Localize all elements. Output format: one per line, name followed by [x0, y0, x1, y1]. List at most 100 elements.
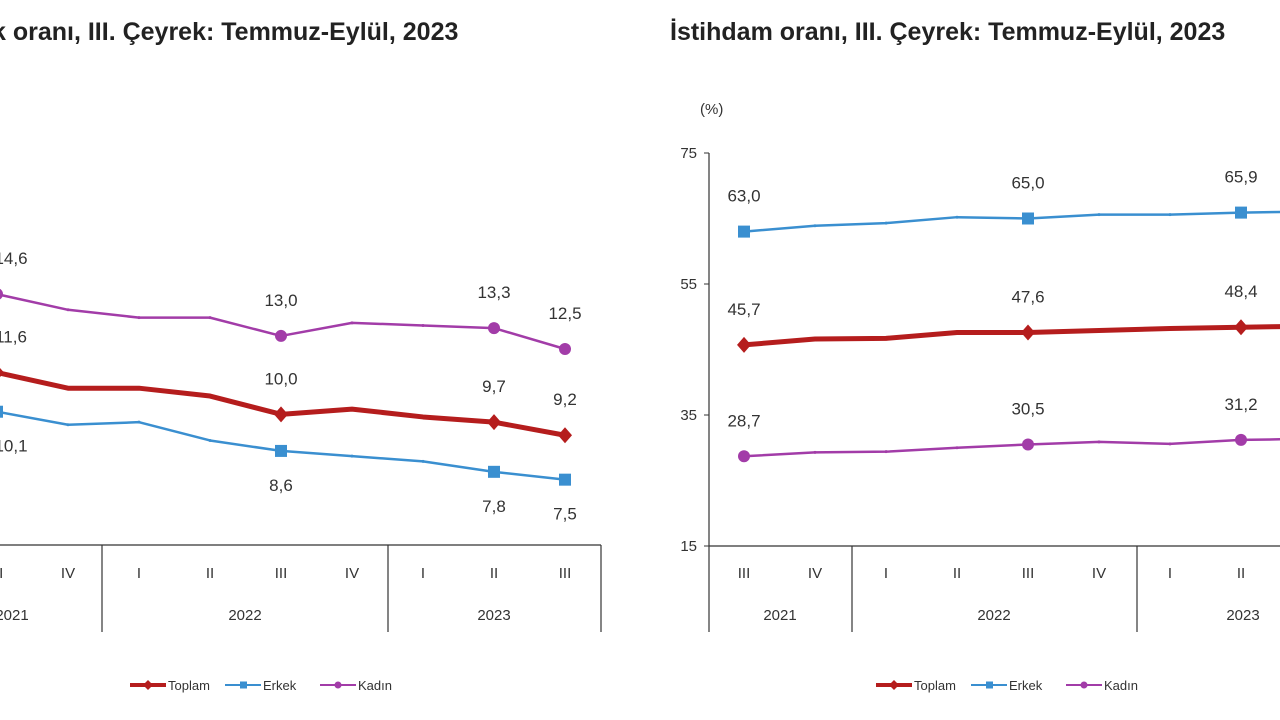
right-legend-marker [889, 680, 899, 690]
right-data-label: 28,7 [727, 411, 760, 430]
right-point [955, 215, 959, 219]
left-data-label: 11,6 [0, 328, 27, 347]
right-point [884, 336, 888, 340]
left-point-circle [275, 329, 287, 342]
left-x-tick-label: III [275, 565, 288, 582]
left-year-label: 2023 [477, 607, 510, 624]
right-point [1168, 213, 1172, 217]
left-x-tick-label: IV [345, 565, 359, 582]
left-data-label: 9,2 [553, 390, 577, 409]
right-data-label: 65,9 [1224, 168, 1257, 187]
left-x-tick-label: I [137, 565, 141, 582]
left-data-label: 10,1 [0, 437, 28, 456]
right-y-tick-label: 75 [680, 145, 697, 162]
right-y-tick-label: 15 [680, 538, 697, 555]
right-data-label: 31,2 [1224, 395, 1257, 414]
left-point [350, 407, 354, 411]
right-data-label: 45,7 [727, 300, 760, 319]
left-point [66, 308, 70, 312]
right-point-circle [1235, 433, 1247, 446]
left-point-diamond [0, 367, 4, 378]
right-data-label: 48,4 [1224, 282, 1257, 301]
left-data-label: 13,0 [264, 291, 297, 310]
right-point-diamond [737, 336, 751, 353]
right-point [1097, 213, 1101, 217]
left-point-diamond [558, 427, 572, 444]
left-legend-label: Kadın [358, 678, 392, 693]
left-legend-marker [143, 680, 153, 690]
left-point-square [559, 473, 571, 486]
right-point [884, 450, 888, 454]
right-point-diamond [1234, 319, 1248, 336]
left-point-square [488, 465, 500, 478]
right-x-tick-label: II [1237, 565, 1245, 582]
right-point [813, 450, 817, 454]
right-point-square [1235, 206, 1247, 219]
right-y-axis-label: (%) [700, 101, 723, 118]
right-year-label: 2023 [1226, 607, 1259, 624]
right-legend-label: Erkek [1009, 678, 1043, 693]
left-point [208, 394, 212, 398]
right-x-tick-label: I [884, 565, 888, 582]
left-legend-label: Erkek [263, 678, 297, 693]
left-point-square [0, 405, 3, 418]
left-point-circle [0, 288, 3, 300]
right-point-circle [1022, 438, 1034, 451]
right-point [955, 330, 959, 334]
right-x-tick-label: IV [1092, 565, 1106, 582]
left-legend-label: Toplam [168, 678, 210, 693]
right-year-label: 2022 [977, 607, 1010, 624]
left-data-label: 14,6 [0, 249, 28, 268]
left-point-circle [559, 343, 571, 355]
left-point-diamond [274, 406, 288, 423]
right-chart-title: İstihdam oranı, III. Çeyrek: Temmuz-Eylü… [670, 18, 1225, 46]
left-data-label: 8,6 [269, 476, 293, 495]
right-point-square [738, 225, 750, 238]
right-legend-label: Toplam [914, 678, 956, 693]
right-point [1168, 442, 1172, 446]
left-year-label: 2021 [0, 607, 29, 624]
right-x-tick-label: III [1022, 565, 1035, 582]
left-point [137, 420, 141, 424]
left-legend-marker [240, 681, 247, 689]
right-point [1097, 329, 1101, 333]
left-point [208, 438, 212, 442]
left-point-diamond [487, 414, 501, 431]
left-point [421, 459, 425, 463]
left-point [350, 321, 354, 325]
right-point [884, 221, 888, 225]
right-point [813, 224, 817, 228]
right-line-erkek [743, 210, 1280, 233]
right-legend-marker [1080, 681, 1088, 689]
right-legend-marker [986, 681, 993, 689]
left-data-label: 7,8 [482, 497, 506, 516]
right-data-label: 30,5 [1011, 399, 1044, 418]
left-year-label: 2022 [228, 607, 261, 624]
left-point [421, 323, 425, 327]
right-line-kadın [743, 438, 1280, 458]
right-legend-label: Kadın [1104, 678, 1138, 693]
left-x-tick-label: III [559, 565, 572, 582]
right-data-label: 47,6 [1011, 287, 1044, 306]
left-point [66, 386, 70, 390]
left-x-tick-label: I [421, 565, 425, 582]
left-legend-marker [334, 681, 342, 689]
left-data-label: 13,3 [477, 283, 510, 302]
left-point [66, 423, 70, 427]
left-point [208, 316, 212, 320]
left-point-square [275, 444, 287, 457]
left-chart-title: k oranı, III. Çeyrek: Temmuz-Eylül, 2023 [0, 18, 458, 46]
right-y-tick-label: 35 [680, 407, 697, 424]
right-point-circle [738, 450, 750, 463]
right-point-diamond [1021, 324, 1035, 341]
right-x-tick-label: I [1168, 565, 1172, 582]
right-y-tick-label: 55 [680, 276, 697, 293]
left-x-tick-label: II [206, 565, 214, 582]
left-point [137, 386, 141, 390]
right-point [1168, 327, 1172, 331]
left-point [350, 454, 354, 458]
right-year-label: 2021 [763, 607, 796, 624]
left-point [137, 316, 141, 320]
left-data-label: 9,7 [482, 377, 506, 396]
